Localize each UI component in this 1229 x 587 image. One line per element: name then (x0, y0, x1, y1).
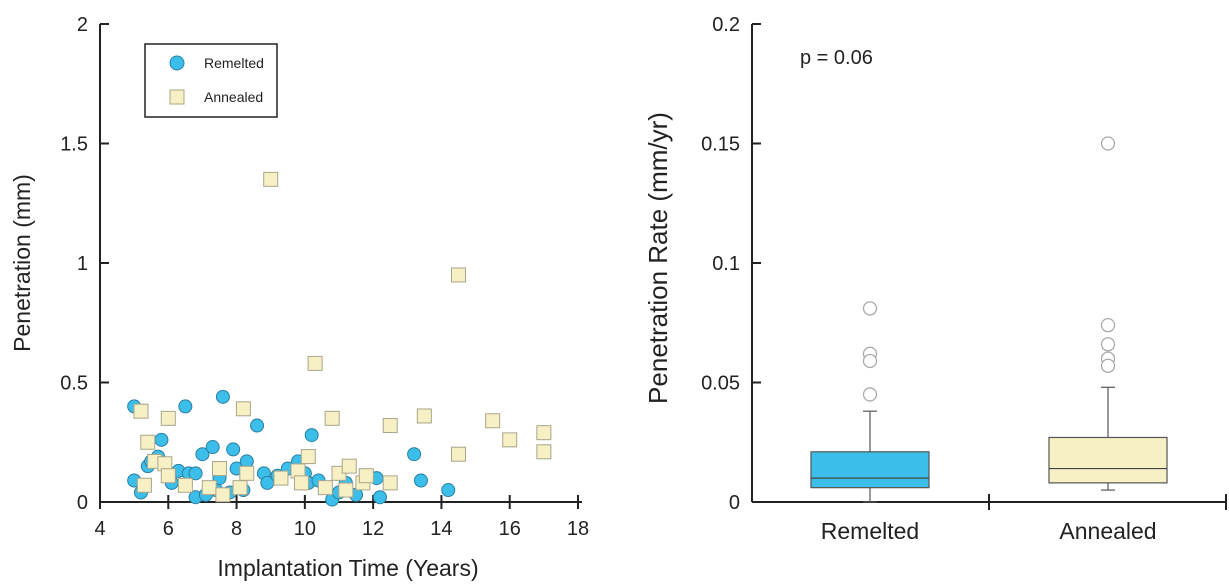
annealed-point (451, 446, 466, 462)
legend-marker-annealed (169, 89, 185, 105)
remelted-point (441, 483, 456, 498)
legend: Remelted Annealed (144, 43, 278, 118)
annealed-point (307, 355, 323, 371)
outlier-point (862, 387, 878, 402)
annealed-point (239, 465, 255, 481)
p-value-annotation: p = 0.06 (800, 47, 873, 69)
annealed-point (324, 410, 340, 426)
annealed-point (273, 470, 289, 486)
annealed-point (201, 480, 217, 496)
remelted-point (154, 432, 169, 447)
interquartile-box (1048, 436, 1168, 484)
legend-label-remelted: Remelted (204, 55, 264, 71)
scatter-x-tick-label: 14 (430, 518, 452, 540)
annealed-point (416, 408, 432, 424)
annealed-point (485, 413, 501, 429)
scatter-x-tick-label: 6 (163, 518, 174, 540)
remelted-point (413, 473, 428, 488)
annealed-point (215, 487, 231, 503)
box-y-tick-label: 0.05 (701, 373, 740, 395)
scatter-y-tick-label: 2 (77, 14, 88, 36)
outlier-point (1100, 337, 1116, 352)
legend-box (144, 43, 278, 118)
annealed-point (536, 425, 552, 441)
outlier-point (1100, 317, 1116, 333)
annealed-point (382, 418, 398, 434)
remelted-point (195, 447, 210, 462)
annealed-point (133, 403, 149, 419)
annealed-point (338, 482, 354, 498)
scatter-plot: 4 6 8 10 12 14 16 18 0 0.5 1 1.5 2 Implantation Time… (9, 14, 589, 581)
scatter-x-tick-label: 10 (294, 518, 316, 540)
remelted-point (407, 447, 422, 462)
annealed-point (136, 477, 152, 493)
box-y-tick-label: 0 (729, 492, 740, 514)
annealed-point (358, 468, 374, 484)
outlier-point (862, 301, 878, 316)
annealed-point (263, 171, 279, 187)
scatter-y-tick-label: 0.5 (60, 373, 88, 395)
annealed-point (232, 480, 248, 496)
remelted-point (205, 440, 220, 455)
annealed-point (177, 477, 193, 493)
box-y-tick-label: 0.1 (712, 253, 740, 275)
scatter-y-tick-label: 1.5 (60, 134, 88, 156)
box-category-label: Remelted (821, 518, 919, 544)
scatter-x-tick-label: 12 (362, 518, 384, 540)
annealed-point (140, 434, 156, 450)
scatter-y-axis-title: Penetration (mm) (9, 174, 35, 352)
scatter-y-tick-label: 1 (77, 253, 88, 275)
annealed-point (382, 475, 398, 491)
box-plot: 0 0.05 0.1 0.15 0.2 Remelted Annealed p = 0.0… (643, 14, 1227, 544)
interquartile-box (810, 451, 930, 489)
annealed-point (235, 401, 251, 417)
annealed-point (212, 461, 227, 477)
remelted-point (250, 418, 265, 433)
annealed-point (536, 444, 552, 460)
box-y-axis-title: Penetration Rate (mm/yr) (643, 112, 673, 404)
outlier-point (1100, 136, 1116, 151)
annealed-point (451, 267, 466, 283)
annealed-point (341, 458, 357, 474)
annealed-point (160, 410, 176, 426)
box-category-label: Annealed (1059, 518, 1156, 544)
annealed-point (300, 449, 316, 465)
box-y-tick-label: 0.15 (701, 134, 740, 156)
remelted-point (372, 490, 387, 505)
outlier-point (862, 353, 878, 369)
scatter-x-tick-label: 16 (499, 518, 521, 540)
remelted-point (304, 428, 319, 443)
annealed-point (160, 468, 176, 484)
outlier-point (1100, 358, 1116, 373)
scatter-x-tick-label: 4 (94, 518, 105, 540)
box-remelted: Remelted (810, 301, 930, 544)
scatter-x-tick-label: 18 (567, 518, 589, 540)
box-y-tick-label: 0.2 (712, 14, 740, 36)
scatter-y-tick-label: 0 (77, 492, 88, 514)
annealed-point (502, 432, 518, 448)
remelted-point (178, 399, 193, 414)
box-annealed: Annealed (1048, 136, 1168, 544)
remelted-point (215, 389, 230, 404)
remelted-point (188, 466, 203, 481)
scatter-x-axis-title: Implantation Time (Years) (217, 555, 478, 581)
legend-marker-remelted (169, 55, 185, 71)
legend-label-annealed: Annealed (204, 89, 263, 105)
annealed-point (317, 480, 333, 496)
scatter-x-tick-label: 8 (231, 518, 242, 540)
annealed-point (293, 475, 309, 491)
remelted-point (226, 442, 241, 457)
